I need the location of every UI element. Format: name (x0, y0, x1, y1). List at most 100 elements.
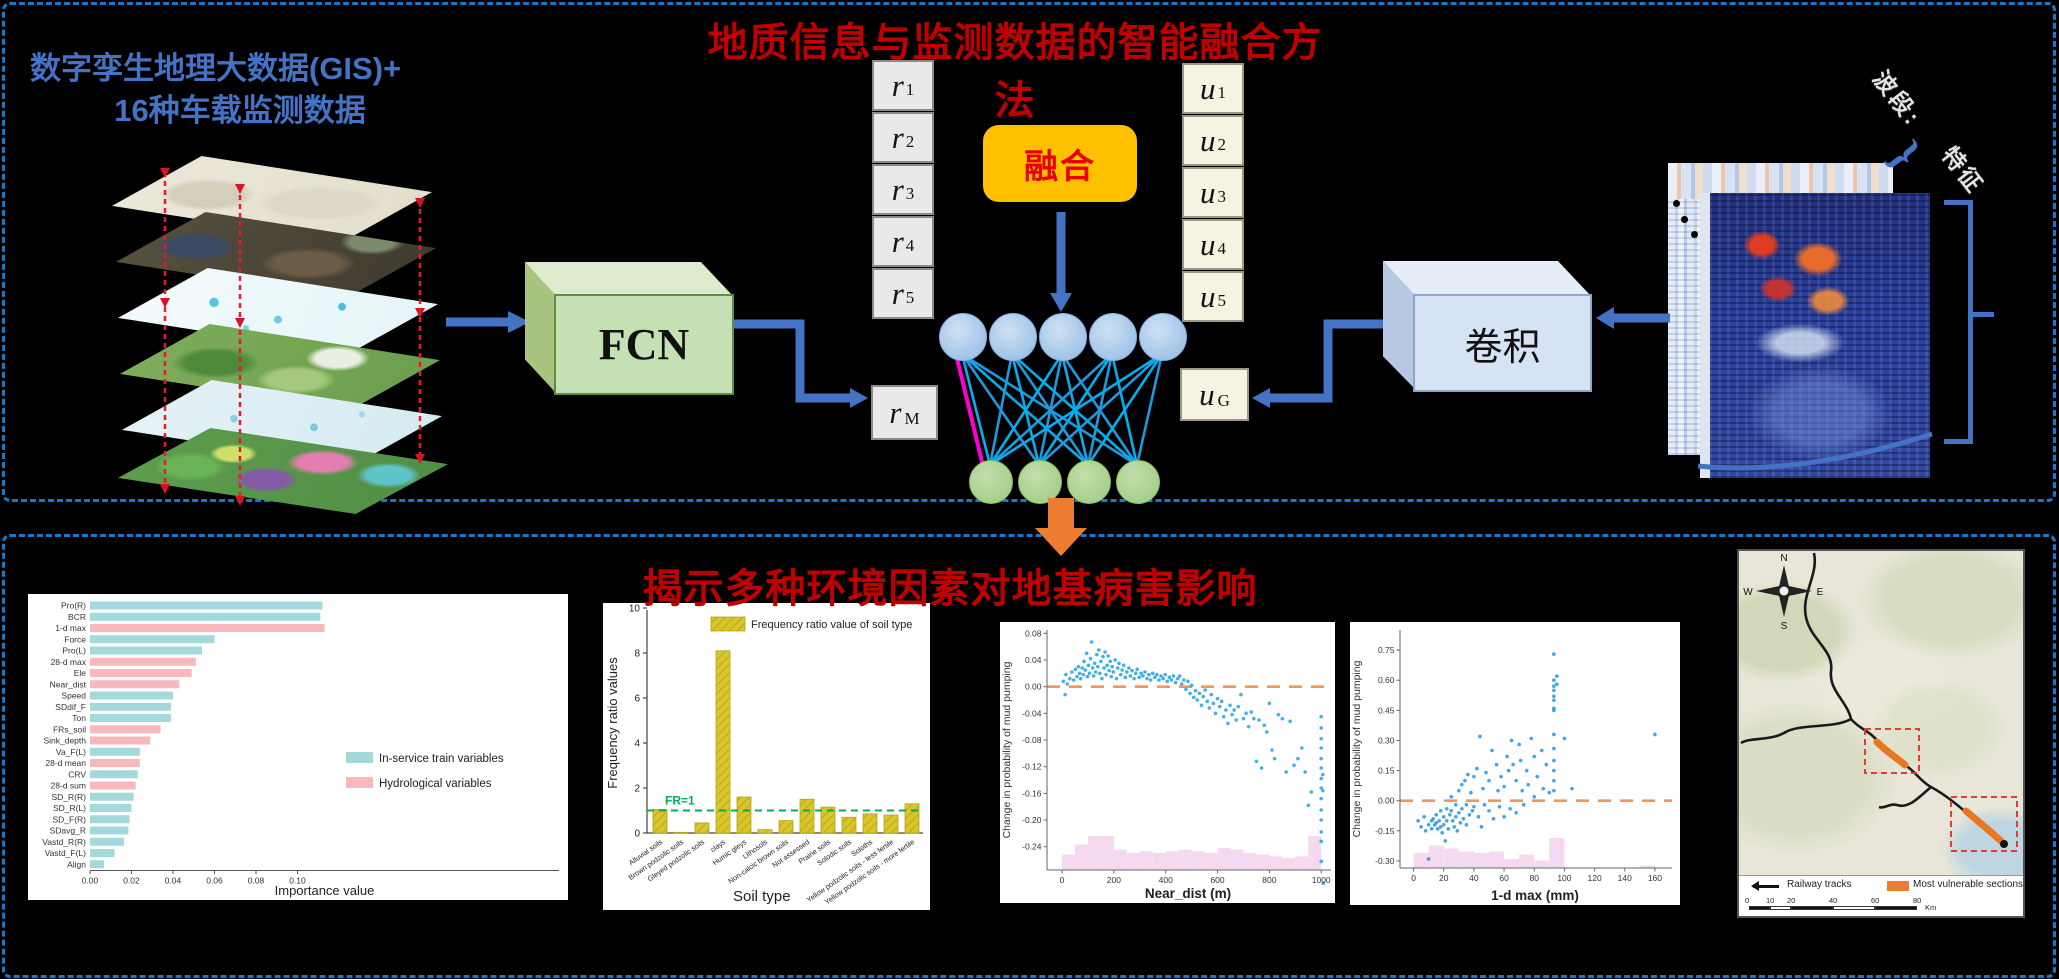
svg-text:Ton: Ton (72, 713, 86, 723)
network-output-node (1018, 460, 1062, 504)
compass-s: S (1781, 621, 1788, 632)
svg-text:0.75: 0.75 (1378, 645, 1395, 655)
svg-text:Change in probability of mud p: Change in probability of mud pumping (1351, 660, 1363, 837)
svg-text:Align: Align (67, 859, 86, 869)
svg-text:Sink_depth: Sink_depth (43, 736, 86, 746)
svg-text:0: 0 (634, 829, 640, 840)
railway-tracks-label: Railway tracks (1787, 879, 1852, 890)
svg-text:600: 600 (1210, 875, 1224, 885)
svg-text:0.00: 0.00 (82, 876, 99, 886)
gis-caption-line1: 数字孪生地理大数据(GIS)+ (30, 51, 402, 86)
near-dist-scatter-chart: 0.08 0.04 0.00 -0.04 -0.08 -0.12 -0.16 -0.20 -0.… (1000, 622, 1335, 903)
svg-text:1000: 1000 (1312, 875, 1331, 885)
network-input-node (1139, 313, 1187, 361)
rm-base: r (889, 394, 902, 430)
svg-text:0: 0 (1060, 875, 1065, 885)
svg-text:SD_R(R): SD_R(R) (52, 792, 87, 802)
spectrogram-dot (1691, 231, 1698, 238)
red-dashed-lines (163, 172, 422, 502)
gis-caption-line2: 16种车载监测数据 (114, 93, 366, 128)
connector-overlay (160, 168, 1933, 506)
spectrogram-dot (1681, 216, 1688, 223)
svg-text:-0.08: -0.08 (1022, 735, 1042, 745)
spectrogram-front (1700, 193, 1930, 478)
svg-text:160: 160 (1648, 873, 1662, 883)
conv-label: 卷积 (1464, 326, 1541, 369)
svg-text:2: 2 (634, 784, 640, 795)
compass-rose: N W E S (1743, 553, 1823, 632)
svg-text:400: 400 (1159, 875, 1173, 885)
svg-text:60: 60 (1499, 873, 1509, 883)
railway-tracks-icon (1751, 881, 1779, 891)
map-overlay: N W E S (1740, 552, 2018, 852)
scale-bar-segment (1749, 906, 1770, 910)
vulnerable-boxes (1864, 728, 2018, 852)
one-day-max-scatter-chart: 0.75 0.60 0.45 0.30 0.15 0.00 -0.15 -0.30 0 20 40 6… (1350, 622, 1680, 905)
svg-text:Pro(R): Pro(R) (61, 601, 86, 611)
scale-bar-tick: 60 (1871, 896, 1880, 905)
svg-text:20: 20 (1439, 873, 1449, 883)
svg-text:CRV: CRV (68, 769, 86, 779)
fusion-label: 融合 (1024, 148, 1096, 186)
svg-text:-0.15: -0.15 (1375, 826, 1395, 836)
section-link-arrow (1035, 498, 1087, 556)
fcn-box: FCN (554, 294, 734, 395)
fcn-box-top (525, 262, 732, 295)
svg-text:0.60: 0.60 (1378, 675, 1395, 685)
network-input-node (1089, 313, 1137, 361)
svg-text:0.02: 0.02 (123, 876, 140, 886)
svg-text:120: 120 (1587, 873, 1601, 883)
vulnerable-sections-label: Most vulnerable sections (1913, 879, 2024, 890)
svg-text:Frequency ratio values: Frequency ratio values (605, 657, 620, 789)
compass-e: E (1817, 587, 1824, 598)
network-input-node (989, 313, 1037, 361)
svg-text:Speed: Speed (61, 691, 86, 701)
soil-frequency-ratio-chart: 0 2 4 6 8 10 Alluvial soils Brown podzolic soil… (603, 603, 930, 910)
svg-text:0.45: 0.45 (1378, 705, 1395, 715)
svg-text:80: 80 (1530, 873, 1540, 883)
red-arrowheads (160, 168, 425, 506)
svg-text:0.30: 0.30 (1378, 735, 1395, 745)
svg-text:-0.12: -0.12 (1022, 762, 1042, 772)
rm-sub: M (904, 408, 920, 428)
svg-text:Near_dist: Near_dist (50, 679, 87, 689)
svg-text:10: 10 (629, 604, 641, 615)
svg-text:Force: Force (64, 634, 86, 644)
svg-text:Vastd_F(L): Vastd_F(L) (45, 848, 87, 858)
svg-text:SDdif_F: SDdif_F (55, 702, 86, 712)
svg-text:Change in probability of mud p: Change in probability of mud pumping (1001, 661, 1013, 838)
svg-text:8: 8 (634, 649, 640, 660)
scale-bar-segment (1875, 906, 1917, 910)
svg-text:0.08: 0.08 (248, 876, 265, 886)
right-bracket-icon (1944, 200, 1973, 444)
route-end-dot (2000, 840, 2008, 848)
svg-text:BCR: BCR (68, 612, 86, 622)
svg-text:FR=1: FR=1 (665, 794, 695, 808)
svg-text:0.00: 0.00 (1025, 682, 1042, 692)
svg-text:-0.30: -0.30 (1375, 856, 1395, 866)
network-output-node (1067, 460, 1111, 504)
network-output-node (969, 460, 1013, 504)
svg-text:SDavg_R: SDavg_R (50, 826, 86, 836)
spectrogram-underline (1697, 431, 1933, 471)
scale-bar-unit: Km (1925, 903, 1937, 912)
ug-sub: G (1217, 390, 1230, 410)
conv-box: 卷积 (1413, 294, 1592, 392)
svg-text:Near_dist (m): Near_dist (m) (1145, 886, 1231, 901)
svg-text:0.06: 0.06 (206, 876, 223, 886)
vulnerable-sections-icon (1887, 881, 1909, 891)
svg-text:0.04: 0.04 (165, 876, 182, 886)
scale-bar-tick: 10 (1766, 896, 1775, 905)
svg-text:800: 800 (1262, 875, 1276, 885)
ug-base: u (1199, 376, 1215, 412)
network-output-node (1116, 460, 1160, 504)
network-links (953, 349, 1164, 467)
